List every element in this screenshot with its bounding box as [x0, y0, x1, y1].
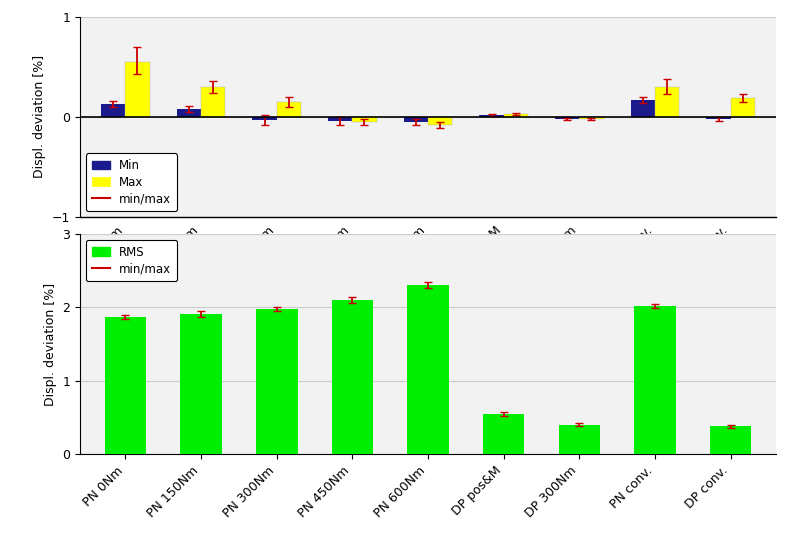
Bar — [479, 115, 504, 117]
Text: PN 0Nm: PN 0Nm — [81, 224, 126, 269]
Text: DP 300Nm: DP 300Nm — [523, 224, 579, 280]
Text: DP pos&M: DP pos&M — [450, 224, 504, 278]
Bar — [655, 87, 679, 117]
Text: PN 150Nm: PN 150Nm — [145, 224, 201, 280]
Text: PN conv.: PN conv. — [608, 224, 655, 271]
Text: PN 450Nm: PN 450Nm — [296, 224, 352, 280]
Text: DP conv.: DP conv. — [683, 224, 730, 271]
Bar — [558, 425, 600, 454]
Text: PN 300Nm: PN 300Nm — [221, 224, 277, 280]
Y-axis label: Displ. deviation [%]: Displ. deviation [%] — [34, 55, 46, 178]
Bar — [201, 87, 226, 117]
Bar — [407, 285, 449, 454]
Legend: RMS, min/max: RMS, min/max — [86, 240, 177, 281]
Bar — [277, 102, 301, 117]
Bar — [331, 300, 373, 454]
Bar — [101, 104, 126, 117]
Bar — [630, 100, 655, 117]
Bar — [253, 117, 277, 120]
Bar — [180, 314, 222, 454]
Text: PN 600Nm: PN 600Nm — [372, 224, 428, 280]
Bar — [504, 114, 528, 117]
Bar — [483, 414, 525, 454]
Bar — [177, 109, 201, 117]
Bar — [126, 61, 150, 117]
Bar — [352, 117, 377, 122]
Bar — [256, 309, 298, 454]
Bar — [328, 117, 352, 121]
Bar — [555, 117, 579, 119]
Bar — [428, 117, 452, 125]
Bar — [706, 117, 730, 119]
Bar — [710, 427, 751, 454]
Bar — [404, 117, 428, 122]
Y-axis label: Displ. deviation [%]: Displ. deviation [%] — [44, 283, 57, 406]
Bar — [105, 317, 146, 454]
Bar — [634, 306, 676, 454]
Legend: Min, Max, min/max: Min, Max, min/max — [86, 153, 177, 211]
Bar — [730, 98, 755, 117]
Bar — [579, 117, 603, 119]
